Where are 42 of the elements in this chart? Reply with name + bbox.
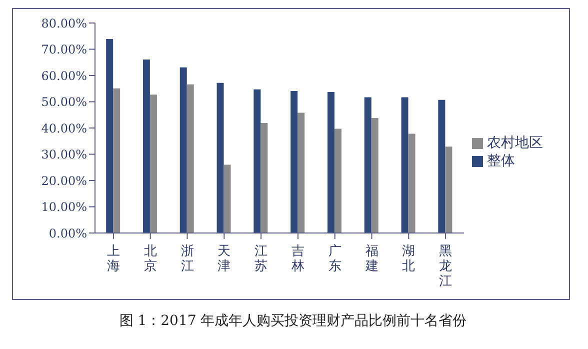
- bar: [401, 97, 408, 233]
- bar: [216, 82, 224, 233]
- bar: [260, 123, 268, 233]
- legend-label: 整体: [487, 153, 515, 169]
- bar: [408, 134, 416, 233]
- bar: [334, 128, 342, 233]
- legend-label: 农村地区: [487, 135, 543, 151]
- x-tick-label: 上海: [106, 244, 120, 274]
- y-tick-label: 30.00%: [41, 148, 87, 162]
- x-tick-label: 湖北: [402, 244, 416, 274]
- bar: [186, 84, 194, 233]
- x-tick-label: 天津: [218, 244, 231, 274]
- bar: [254, 89, 261, 233]
- bar: [113, 88, 120, 233]
- y-tick-label: 70.00%: [41, 42, 87, 57]
- bar: [142, 59, 150, 233]
- x-tick-label: 吉林: [290, 244, 304, 274]
- bar: [106, 39, 114, 233]
- x-tick-label: 黑龙江: [439, 244, 452, 289]
- bar: [150, 94, 157, 233]
- text: 图 1：2017 年成年人购买投资理财产品比例前十名省份: [118, 312, 468, 330]
- y-tick-label: 20.00%: [41, 174, 87, 188]
- bar: [371, 118, 378, 233]
- x-tick-label: 江苏: [254, 244, 268, 274]
- bar: [364, 97, 372, 233]
- bar: [290, 90, 298, 233]
- x-tick-label: 浙江: [180, 244, 194, 274]
- y-tick-label: 80.00%: [41, 16, 87, 30]
- y-tick-label: 60.00%: [41, 68, 87, 83]
- bar: [180, 67, 187, 233]
- x-tick-label: 北京: [144, 244, 157, 274]
- bar: [224, 164, 231, 233]
- bar: [445, 146, 452, 233]
- x-tick-label: 福建: [364, 244, 378, 274]
- bar: [298, 112, 305, 233]
- y-tick-label: 0.00%: [48, 226, 87, 240]
- x-tick-label: 广东: [328, 244, 342, 274]
- bar: [327, 92, 334, 233]
- y-tick-label: 10.00%: [41, 200, 87, 214]
- bar: [438, 100, 446, 233]
- y-tick-label: 50.00%: [41, 95, 87, 110]
- y-tick-label: 40.00%: [41, 121, 87, 136]
